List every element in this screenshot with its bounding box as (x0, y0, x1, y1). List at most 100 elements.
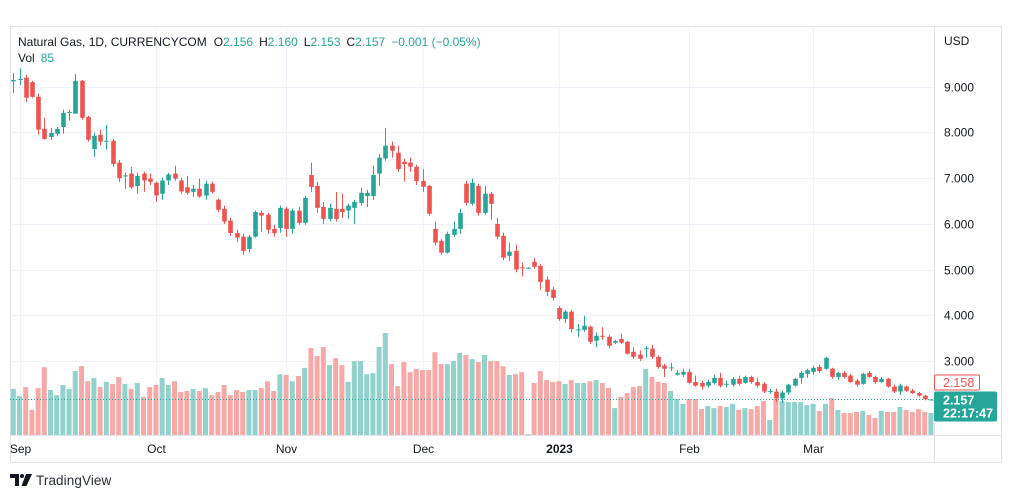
volume-bar (451, 361, 456, 435)
volume-bar (606, 388, 611, 435)
volume-bar (649, 377, 655, 435)
volume-bar (723, 407, 729, 435)
time-axis-labels: Sep Oct Nov Dec 2023 Feb Mar (10, 442, 824, 456)
volume-bar (91, 378, 97, 435)
volume-bar (804, 405, 810, 435)
volume-bar (630, 387, 636, 435)
candle-up (160, 180, 165, 194)
volume-bar (432, 352, 438, 435)
candle-up (92, 135, 97, 149)
candle-up (377, 157, 382, 174)
candle-down (24, 77, 29, 98)
volume-bar (841, 413, 847, 435)
volume-bar (221, 385, 227, 435)
candle-up (811, 367, 816, 372)
volume-bar (847, 413, 853, 435)
candle-down (514, 250, 519, 270)
candle-up (793, 378, 798, 386)
volume-bar (296, 376, 301, 435)
volume-bar (258, 388, 264, 435)
volume-bar (48, 390, 53, 435)
volume-bar (779, 401, 785, 435)
currency-label: USD (944, 34, 970, 48)
volume-bar (178, 392, 184, 435)
candle-down (222, 208, 227, 222)
open-value: 2.156 (223, 35, 254, 49)
price-axis-labels: 9.000 8.000 7.000 6.000 5.000 4.000 3.000 (944, 81, 974, 369)
volume-bar (767, 420, 773, 435)
candle-down (501, 235, 506, 258)
candle-up (582, 325, 587, 330)
candle-up (104, 140, 109, 142)
tradingview-logo-link[interactable]: TradingView (10, 472, 111, 488)
open-label: O (213, 35, 224, 49)
candle-down (532, 261, 537, 267)
candle-up (644, 348, 649, 350)
candle-down (607, 336, 612, 346)
volume-bar (537, 371, 543, 435)
volume-bar (147, 387, 153, 435)
price-tick-label: 3.000 (944, 355, 974, 369)
volume-bar (364, 374, 370, 435)
volume-bar (413, 369, 419, 435)
close-value: 2.157 (355, 35, 386, 49)
candle-down (693, 382, 698, 386)
high-label: H (259, 35, 268, 49)
candle-up (445, 233, 450, 253)
volume-bar (854, 412, 859, 435)
volume-bar (339, 365, 345, 435)
candle-up (73, 80, 78, 114)
volume-bar (79, 366, 84, 435)
candle-down (185, 187, 190, 193)
volume-bar (475, 362, 481, 435)
price-tick-label: 7.000 (944, 172, 974, 186)
volume-bar (196, 391, 202, 435)
volume-bar (680, 403, 686, 435)
prev-close-badge: 2.158 (934, 374, 980, 391)
candle-down (129, 173, 134, 188)
volume-bar (885, 412, 890, 435)
candle-up (563, 311, 568, 319)
symbol-title[interactable]: Natural Gas, 1D, CURRENCYCOM (18, 35, 207, 49)
time-tick-label: Nov (276, 442, 297, 456)
last-price-badge: 2.157 22:17:47 (934, 391, 997, 422)
volume-bar (10, 388, 16, 435)
volume-label[interactable]: Vol (18, 51, 35, 65)
candle-down (266, 214, 271, 230)
plot-area[interactable] (10, 26, 934, 435)
candle-up (675, 372, 680, 375)
volume-bar (668, 391, 673, 435)
price-tick-label: 9.000 (944, 81, 974, 95)
candle-up (11, 79, 16, 82)
last-price-label: 2.157 (943, 394, 974, 408)
volume-bar (314, 356, 320, 435)
volume-bar (550, 381, 556, 435)
volume-bar (165, 385, 171, 435)
tradingview-brand: TradingView (36, 472, 112, 488)
volume-bar (773, 399, 779, 435)
volume-bar (302, 367, 308, 435)
candle-down (910, 390, 915, 393)
candle-down (421, 180, 426, 187)
volume-bar (289, 381, 295, 435)
candle-up (879, 378, 884, 382)
candle-down (284, 208, 289, 229)
volume-bar (792, 402, 797, 435)
volume-bar (494, 361, 500, 435)
time-tick-label: 2023 (546, 442, 573, 456)
volume-bar (35, 388, 41, 435)
volume-bar (612, 408, 618, 435)
candle-down (588, 326, 593, 342)
candle-down (886, 378, 891, 387)
time-tick-label: Sep (10, 442, 32, 456)
candle-down (520, 267, 525, 269)
volume-bar (829, 398, 835, 435)
candle-down (297, 210, 302, 223)
candle-up (613, 340, 618, 343)
candle-down (842, 372, 847, 377)
candle-down (340, 208, 345, 212)
candle-down (42, 128, 47, 139)
volume-bar (382, 333, 388, 435)
candle-up (458, 212, 463, 229)
